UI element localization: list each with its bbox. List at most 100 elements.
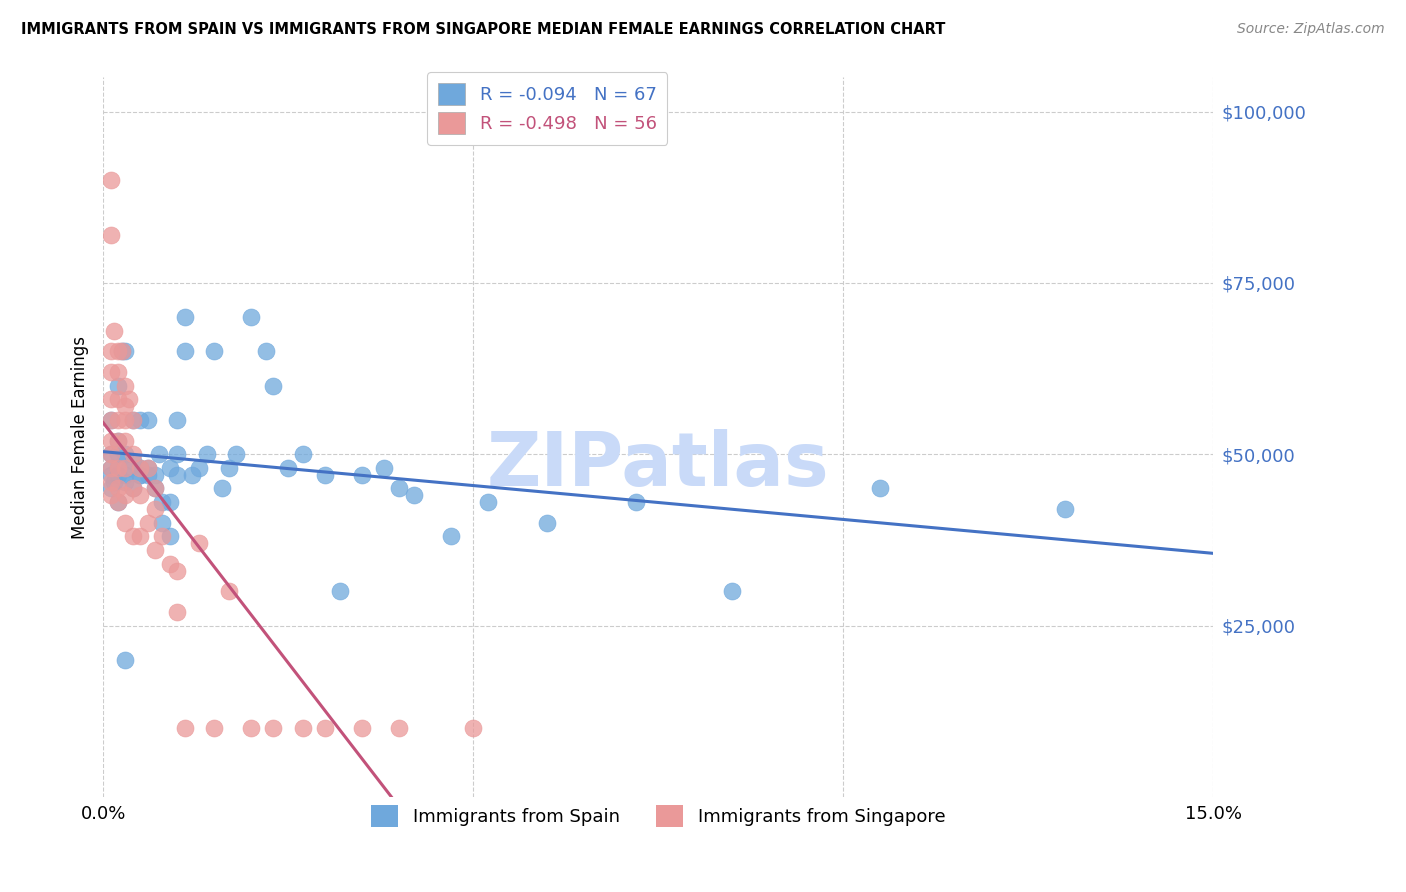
Point	[463, 721, 485, 735]
Point	[211, 482, 233, 496]
Point	[107, 495, 129, 509]
Point	[114, 461, 136, 475]
Point	[166, 447, 188, 461]
Point	[314, 721, 336, 735]
Point	[100, 413, 122, 427]
Point	[121, 454, 143, 468]
Text: IMMIGRANTS FROM SPAIN VS IMMIGRANTS FROM SINGAPORE MEDIAN FEMALE EARNINGS CORREL: IMMIGRANTS FROM SPAIN VS IMMIGRANTS FROM…	[21, 22, 945, 37]
Point	[100, 227, 122, 242]
Point	[181, 467, 204, 482]
Point	[129, 467, 152, 482]
Point	[100, 467, 122, 482]
Point	[107, 447, 129, 461]
Point	[202, 721, 225, 735]
Point	[143, 502, 166, 516]
Point	[114, 434, 136, 448]
Point	[100, 475, 122, 489]
Point	[121, 413, 143, 427]
Point	[129, 529, 152, 543]
Point	[103, 324, 125, 338]
Point	[314, 467, 336, 482]
Point	[121, 413, 143, 427]
Point	[114, 488, 136, 502]
Point	[202, 344, 225, 359]
Point	[188, 461, 211, 475]
Point	[107, 344, 129, 359]
Point	[143, 482, 166, 496]
Point	[107, 434, 129, 448]
Point	[107, 434, 129, 448]
Point	[100, 173, 122, 187]
Text: ZIPatlas: ZIPatlas	[486, 429, 830, 502]
Point	[100, 344, 122, 359]
Point	[166, 413, 188, 427]
Point	[869, 482, 891, 496]
Point	[129, 413, 152, 427]
Point	[352, 467, 374, 482]
Point	[114, 447, 136, 461]
Point	[100, 488, 122, 502]
Legend: Immigrants from Spain, Immigrants from Singapore: Immigrants from Spain, Immigrants from S…	[364, 798, 952, 835]
Point	[173, 344, 195, 359]
Point	[100, 447, 122, 461]
Point	[159, 461, 181, 475]
Point	[159, 557, 181, 571]
Point	[100, 482, 122, 496]
Point	[143, 482, 166, 496]
Point	[254, 344, 277, 359]
Point	[114, 344, 136, 359]
Point	[129, 461, 152, 475]
Point	[129, 488, 152, 502]
Point	[225, 447, 247, 461]
Point	[277, 461, 299, 475]
Point	[173, 721, 195, 735]
Point	[107, 482, 129, 496]
Point	[262, 721, 284, 735]
Point	[129, 461, 152, 475]
Point	[143, 467, 166, 482]
Point	[100, 461, 122, 475]
Point	[111, 344, 134, 359]
Point	[240, 310, 263, 325]
Point	[173, 310, 195, 325]
Point	[218, 461, 240, 475]
Point	[166, 467, 188, 482]
Point	[440, 529, 463, 543]
Point	[291, 721, 314, 735]
Point	[536, 516, 558, 530]
Point	[107, 365, 129, 379]
Point	[111, 344, 134, 359]
Point	[166, 564, 188, 578]
Point	[103, 475, 125, 489]
Point	[477, 495, 499, 509]
Point	[107, 413, 129, 427]
Point	[388, 721, 411, 735]
Point	[195, 447, 218, 461]
Point	[240, 721, 263, 735]
Point	[129, 467, 152, 482]
Point	[150, 529, 173, 543]
Point	[148, 447, 170, 461]
Point	[143, 543, 166, 558]
Point	[721, 584, 744, 599]
Point	[107, 495, 129, 509]
Point	[121, 529, 143, 543]
Point	[100, 434, 122, 448]
Point	[136, 516, 159, 530]
Point	[114, 413, 136, 427]
Point	[150, 495, 173, 509]
Point	[262, 378, 284, 392]
Point	[107, 461, 129, 475]
Point	[159, 529, 181, 543]
Point	[107, 461, 129, 475]
Point	[329, 584, 352, 599]
Point	[188, 536, 211, 550]
Point	[118, 392, 141, 407]
Point	[352, 721, 374, 735]
Point	[100, 461, 122, 475]
Point	[402, 488, 425, 502]
Point	[100, 413, 122, 427]
Point	[150, 516, 173, 530]
Point	[624, 495, 647, 509]
Point	[166, 605, 188, 619]
